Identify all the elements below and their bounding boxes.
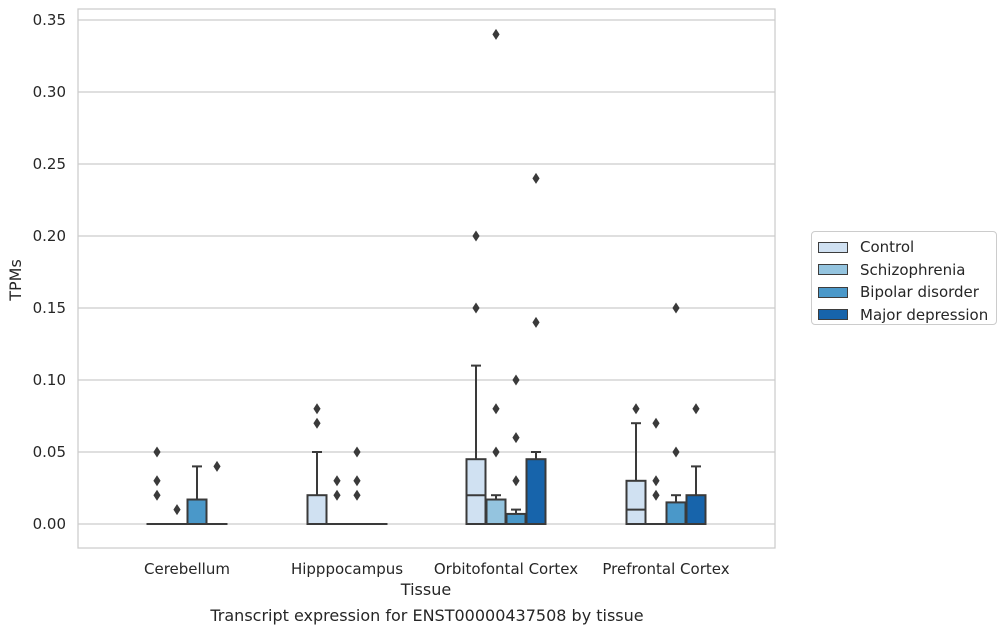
- outlier-point: [353, 475, 361, 487]
- x-axis-label: Tissue: [400, 580, 451, 599]
- outlier-point: [632, 403, 640, 415]
- outlier-point: [652, 489, 660, 501]
- x-tick-labels: Cerebellum Hipppocampus Orbitofontal Corte…: [144, 560, 730, 578]
- legend-item: Schizophrenia: [818, 259, 996, 282]
- outlier-point: [173, 504, 181, 516]
- outlier-point: [333, 489, 341, 501]
- box-control: [306, 403, 328, 526]
- outlier-point: [672, 302, 680, 314]
- outlier-point: [353, 489, 361, 501]
- outlier-point: [353, 446, 361, 458]
- y-tick-label: 0.05: [33, 443, 66, 461]
- box-schizophrenia: [645, 417, 667, 526]
- box: [465, 458, 487, 526]
- legend-swatch: [818, 286, 848, 298]
- y-tick-labels: 0.00 0.05 0.10 0.15 0.20 0.25 0.30 0.35: [33, 11, 66, 533]
- outlier-point: [472, 230, 480, 242]
- outlier-point: [313, 403, 321, 415]
- x-tick-label: Orbitofontal Cortex: [434, 560, 578, 578]
- box-bipolar-disorder: [665, 302, 687, 525]
- y-tick-label: 0.10: [33, 371, 66, 389]
- y-tick-label: 0.15: [33, 299, 66, 317]
- outlier-point: [153, 489, 161, 501]
- box-control: [625, 403, 647, 525]
- box: [485, 498, 507, 525]
- legend-label: Major depression: [860, 305, 989, 324]
- box-major-depression: [685, 403, 707, 526]
- box-schizophrenia: [485, 28, 507, 525]
- legend-swatch: [818, 264, 848, 276]
- legend: Control Schizophrenia Bipolar disorder Majo…: [811, 231, 997, 325]
- x-tick-label: Cerebellum: [144, 560, 230, 578]
- outlier-point: [153, 475, 161, 487]
- outlier-point: [512, 432, 520, 444]
- box-schizophrenia: [166, 504, 188, 526]
- box-major-depression: [525, 172, 547, 526]
- box-bipolar-disorder: [505, 374, 527, 525]
- outlier-point: [652, 475, 660, 487]
- legend-label: Bipolar disorder: [860, 283, 979, 302]
- y-axis-label: TPMs: [6, 259, 25, 302]
- outlier-point: [672, 446, 680, 458]
- box-plot-marks: [146, 28, 707, 526]
- box-control: [146, 446, 168, 526]
- y-tick-label: 0.35: [33, 11, 66, 29]
- box: [505, 512, 527, 525]
- box-major-depression: [206, 460, 228, 526]
- chart-title: Transcript expression for ENST0000043750…: [210, 606, 644, 625]
- outlier-point: [313, 417, 321, 429]
- y-tick-label: 0.25: [33, 155, 66, 173]
- outlier-point: [492, 28, 500, 40]
- outlier-point: [692, 403, 700, 415]
- outlier-point: [153, 446, 161, 458]
- y-tick-label: 0.00: [33, 515, 66, 533]
- box-bipolar-disorder: [346, 446, 368, 526]
- box: [665, 501, 687, 525]
- legend-label: Control: [860, 238, 915, 257]
- gridlines: [78, 19, 775, 525]
- outlier-point: [512, 374, 520, 386]
- outlier-point: [532, 172, 540, 184]
- legend-item: Control: [818, 236, 996, 259]
- y-tick-label: 0.20: [33, 227, 66, 245]
- box: [525, 458, 547, 526]
- box: [186, 498, 208, 525]
- plot-frame: [77, 8, 776, 549]
- box-schizophrenia: [326, 475, 348, 526]
- outlier-point: [652, 417, 660, 429]
- x-tick-label: Prefrontal Cortex: [602, 560, 729, 578]
- y-tick-label: 0.30: [33, 83, 66, 101]
- legend-label: Schizophrenia: [860, 260, 966, 279]
- outlier-point: [492, 403, 500, 415]
- x-tick-label: Hipppocampus: [291, 560, 403, 578]
- legend-item: Bipolar disorder: [818, 281, 996, 304]
- outlier-point: [213, 460, 221, 472]
- box-control: [465, 230, 487, 526]
- box: [306, 494, 328, 526]
- box: [625, 479, 647, 525]
- outlier-point: [333, 475, 341, 487]
- outlier-point: [492, 446, 500, 458]
- legend-item: Major depression: [818, 304, 996, 327]
- legend-swatch: [818, 309, 848, 321]
- outlier-point: [512, 475, 520, 487]
- box: [685, 494, 707, 526]
- outlier-point: [472, 302, 480, 314]
- box-bipolar-disorder: [186, 465, 208, 525]
- legend-swatch: [818, 241, 848, 253]
- outlier-point: [532, 316, 540, 328]
